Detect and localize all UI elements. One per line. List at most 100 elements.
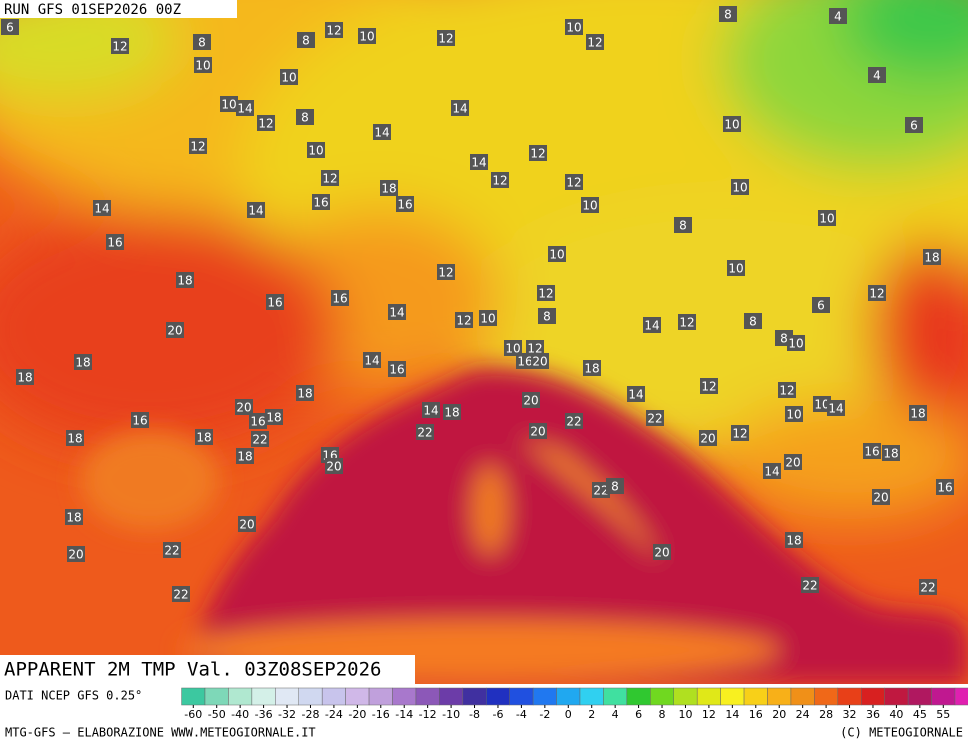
label-box: [247, 202, 265, 218]
label-box: [131, 412, 149, 428]
label-box: [373, 124, 391, 140]
colorbar-swatch: [579, 687, 604, 706]
temperature-label: 20: [785, 456, 800, 470]
temperature-label: 12: [732, 427, 747, 441]
colorbar-tick-label: -40: [231, 708, 249, 721]
colorbar-tick-label: -50: [208, 708, 226, 721]
label-box: [583, 360, 601, 376]
temperature-label: 12: [326, 24, 341, 38]
label-box: [581, 197, 599, 213]
label-box: [529, 145, 547, 161]
temperature-label: 18: [786, 534, 801, 548]
label-box: [451, 100, 469, 116]
label-box: [504, 340, 522, 356]
colorbar: -60 -50 -40 -36 -32 -28 -24 -20 -16 -14 -12 -10 -8 -6…: [181, 687, 968, 721]
label-box: [565, 19, 583, 35]
label-box: [606, 478, 624, 494]
temperature-label: 8: [724, 8, 732, 22]
temperature-label: 6: [817, 299, 825, 313]
temperature-label: 18: [266, 411, 281, 425]
temperature-label: 6: [6, 21, 14, 35]
temperature-label: 12: [530, 147, 545, 161]
colorbar-swatch: [181, 687, 206, 706]
colorbar-swatch: [298, 687, 323, 706]
temperature-label: 18: [297, 387, 312, 401]
label-box: [93, 200, 111, 216]
temperature-label: 22: [252, 433, 267, 447]
label-box: [470, 154, 488, 170]
colorbar-swatch: [907, 687, 932, 706]
temperature-label: 10: [788, 337, 803, 351]
label-box: [236, 448, 254, 464]
temperature-label: 14: [364, 354, 379, 368]
label-box: [266, 294, 284, 310]
label-box: [189, 138, 207, 154]
temperature-label: 20: [654, 546, 669, 560]
footer-left: MTG-GFS — ELABORAZIONE WWW.METEOGIORNALE…: [5, 726, 316, 740]
temperature-label: 18: [584, 362, 599, 376]
label-box: [516, 353, 534, 369]
label-box: [719, 6, 737, 22]
label-box: [538, 308, 556, 324]
label-box: [919, 579, 937, 595]
temperature-label: 8: [302, 34, 310, 48]
label-box: [66, 430, 84, 446]
label-box: [778, 382, 796, 398]
temperature-label: 12: [566, 176, 581, 190]
temperature-label: 10: [732, 181, 747, 195]
temperature-label: 12: [527, 342, 542, 356]
temperature-label: 12: [587, 36, 602, 50]
temperature-label: 12: [779, 384, 794, 398]
temperature-label: 10: [195, 59, 210, 73]
label-box: [653, 544, 671, 560]
label-box: [236, 100, 254, 116]
temperature-label: 20: [68, 548, 83, 562]
label-box: [592, 482, 610, 498]
label-box: [936, 479, 954, 495]
temperature-label: 20: [236, 401, 251, 415]
colorbar-swatch: [392, 687, 417, 706]
label-box: [388, 361, 406, 377]
temperature-label: 16: [517, 355, 532, 369]
label-box: [785, 532, 803, 548]
label-box: [437, 264, 455, 280]
colorbar-swatch: [931, 687, 956, 706]
temperature-label: 10: [566, 21, 581, 35]
temperature-label: 18: [237, 450, 252, 464]
colorbar-swatch: [462, 687, 487, 706]
temperature-label: 12: [701, 380, 716, 394]
colorbar-tick-label: -32: [278, 708, 296, 721]
temperature-label: 12: [258, 117, 273, 131]
label-box: [325, 22, 343, 38]
label-box: [801, 577, 819, 593]
label-box: [529, 423, 547, 439]
label-box: [784, 454, 802, 470]
temperature-label: 10: [549, 248, 564, 262]
label-box: [437, 30, 455, 46]
temperature-label: 16: [250, 415, 265, 429]
colorbar-tick-label: 14: [725, 708, 739, 721]
temperature-label: 8: [780, 332, 788, 346]
temperature-label: 14: [248, 204, 263, 218]
colorbar-tick-label: -12: [419, 708, 437, 721]
label-box: [548, 246, 566, 262]
temperature-label: 8: [301, 111, 309, 125]
temperature-label: 14: [423, 404, 438, 418]
label-box: [785, 406, 803, 422]
label-box: [643, 317, 661, 333]
map-title: APPARENT 2M TMP Val. 03Z08SEP2026: [4, 659, 382, 681]
source-label: DATI NCEP GFS 0.25°: [5, 689, 142, 703]
colorbar-tick-label: -10: [442, 708, 460, 721]
label-box: [565, 413, 583, 429]
label-box: [307, 142, 325, 158]
temperature-label: 14: [94, 202, 109, 216]
temperature-label: 6: [910, 119, 918, 133]
label-box: [249, 413, 267, 429]
temperature-label: 10: [505, 342, 520, 356]
label-box: [251, 431, 269, 447]
temperature-label: 16: [937, 481, 952, 495]
label-box: [646, 410, 664, 426]
label-box: [416, 424, 434, 440]
label-box: [235, 399, 253, 415]
temperature-label: 22: [173, 588, 188, 602]
